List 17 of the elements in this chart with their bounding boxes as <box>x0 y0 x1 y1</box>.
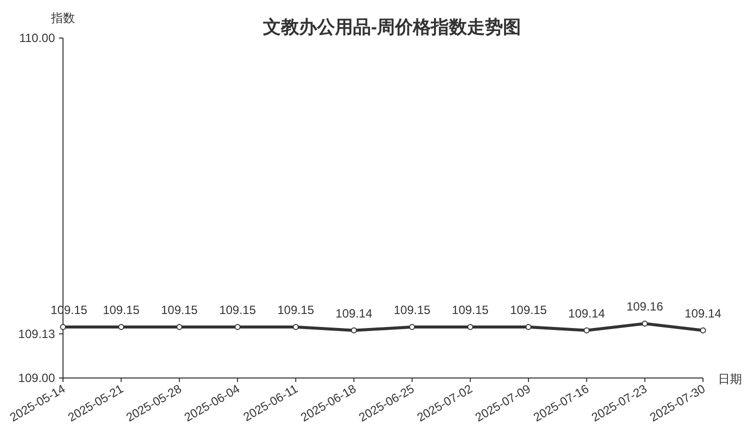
data-label: 109.14 <box>336 306 373 320</box>
data-label: 109.15 <box>394 303 431 317</box>
data-label: 109.15 <box>277 303 314 317</box>
data-label: 109.15 <box>452 303 489 317</box>
data-label: 109.15 <box>161 303 198 317</box>
chart-title: 文教办公用品-周价格指数走势图 <box>262 17 521 37</box>
y-tick-label: 110.00 <box>19 31 56 45</box>
data-label: 109.14 <box>568 306 606 320</box>
y-tick-label: 109.00 <box>18 371 56 385</box>
data-label: 109.16 <box>626 300 664 314</box>
data-label: 109.15 <box>219 303 256 317</box>
y-tick-label: 109.13 <box>18 326 56 341</box>
data-label: 109.15 <box>102 303 140 317</box>
data-label: 109.15 <box>510 303 548 317</box>
y-axis-title: 指数 <box>50 11 75 25</box>
x-axis-title: 日期 <box>718 372 742 386</box>
data-label: 109.14 <box>684 306 722 320</box>
